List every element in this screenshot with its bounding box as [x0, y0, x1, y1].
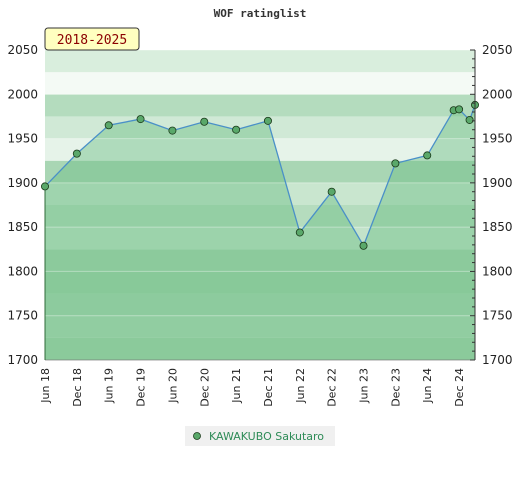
data-point — [41, 182, 50, 191]
x-tick-label: Dec 19 — [135, 368, 148, 407]
period-label: 2018-2025 — [57, 33, 127, 48]
x-tick-label: Jun 20 — [166, 368, 179, 404]
band — [45, 72, 475, 95]
band — [45, 205, 475, 228]
data-point — [295, 228, 304, 237]
band — [45, 315, 475, 338]
x-tick-label: Dec 23 — [389, 368, 402, 407]
y-tick-label-left: 1700 — [7, 353, 38, 367]
y-tick-label-left: 1950 — [7, 132, 38, 146]
band — [45, 160, 475, 183]
x-tick-label: Jun 22 — [294, 368, 307, 404]
x-tick-label: Jun 21 — [230, 368, 243, 404]
y-tick-label-left: 2050 — [7, 43, 38, 57]
chart-title: WOF ratinglist — [214, 7, 307, 20]
x-tick-label: Jun 23 — [358, 368, 371, 404]
data-point — [168, 126, 177, 135]
band — [45, 94, 475, 117]
y-tick-label-right: 1900 — [482, 176, 513, 190]
y-tick-label-left: 2000 — [7, 87, 38, 101]
band — [45, 337, 475, 360]
y-tick-label-right: 1700 — [482, 353, 513, 367]
y-tick-label-left: 1850 — [7, 220, 38, 234]
data-point — [232, 125, 241, 134]
data-point — [359, 241, 368, 250]
data-point — [465, 115, 474, 124]
x-tick-label: Dec 24 — [453, 368, 466, 407]
x-tick-label: Jun 24 — [421, 368, 434, 404]
y-tick-label-right: 1950 — [482, 132, 513, 146]
x-tick-label: Dec 18 — [71, 368, 84, 407]
data-point — [136, 115, 145, 124]
x-tick-label: Dec 22 — [326, 368, 339, 407]
x-tick-label: Dec 21 — [262, 368, 275, 407]
data-point — [104, 121, 113, 130]
data-point — [391, 159, 400, 168]
legend-label: KAWAKUBO Sakutaro — [209, 430, 324, 443]
y-tick-label-right: 1750 — [482, 309, 513, 323]
y-axis-right: 1700 1750 1800 1850 1900 1950 2000 2050 — [470, 43, 513, 367]
area-fill — [45, 104, 475, 361]
data-point — [327, 187, 336, 196]
y-tick-label-left: 1800 — [7, 264, 38, 278]
y-axis-left: 1700 1750 1800 1850 1900 1950 2000 2050 — [7, 43, 38, 367]
legend-marker — [193, 432, 201, 440]
data-points — [41, 100, 479, 250]
data-point — [72, 149, 81, 158]
y-tick-label-left: 1900 — [7, 176, 38, 190]
x-axis: Jun 18 Dec 18 Jun 19 Dec 19 Jun 20 Dec 20 Jun … — [39, 359, 475, 407]
rating-bands — [45, 50, 475, 360]
data-point — [200, 117, 209, 126]
band — [45, 116, 475, 139]
band — [45, 138, 475, 161]
y-tick-label-right: 2050 — [482, 43, 513, 57]
data-point — [423, 151, 432, 160]
band — [45, 249, 475, 272]
y-tick-label-right: 1850 — [482, 220, 513, 234]
area-fill-path — [45, 104, 475, 361]
x-tick-label: Jun 18 — [39, 368, 52, 404]
period-badge: 2018-2025 — [44, 27, 140, 51]
data-point — [455, 105, 464, 114]
band — [45, 182, 475, 205]
x-tick-label: Dec 20 — [198, 368, 211, 407]
y-tick-label-left: 1750 — [7, 309, 38, 323]
data-point — [263, 116, 272, 125]
band — [45, 271, 475, 294]
x-tick-label: Jun 19 — [103, 368, 116, 404]
band — [45, 293, 475, 316]
y-tick-label-right: 1800 — [482, 264, 513, 278]
y-tick-label-right: 2000 — [482, 87, 513, 101]
band — [45, 50, 475, 73]
band — [45, 227, 475, 250]
legend[interactable]: KAWAKUBO Sakutaro — [185, 426, 335, 446]
